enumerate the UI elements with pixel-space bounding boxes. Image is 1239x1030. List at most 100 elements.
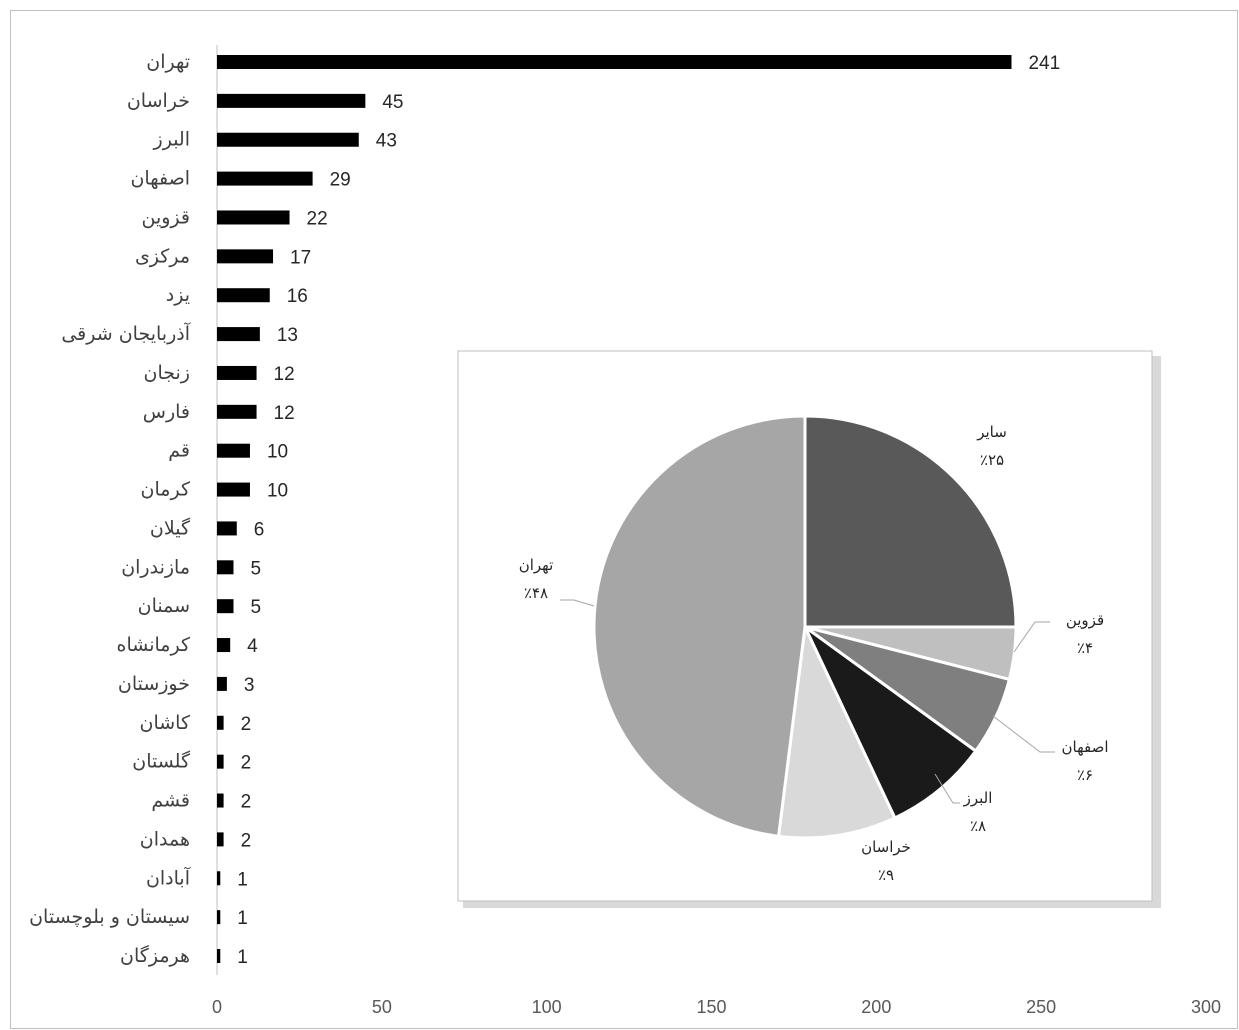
category-label: البرز: [153, 129, 190, 151]
data-label: 2: [241, 792, 252, 813]
category-label: مرکزی: [135, 245, 190, 267]
slice-percent-label: ٪۴: [1077, 639, 1093, 657]
leader-line: [934, 773, 960, 804]
data-label: 3: [244, 675, 255, 696]
bar: [217, 482, 250, 497]
category-label: گیلان: [150, 516, 191, 539]
x-tick-label: 200: [861, 997, 891, 1017]
slice-label: تهران: [519, 556, 554, 574]
category-label: قزوین: [142, 206, 191, 228]
pie-chart-panel: سایر ٪۲۵ قزوین ٪۴ اصفهان ٪۶ البرز ٪۸ خراسان ٪۹ تهر…: [457, 350, 1161, 908]
bar: [217, 521, 237, 536]
data-label: 2: [241, 753, 252, 774]
slice-label: قزوین: [1066, 611, 1104, 629]
slice-label: البرز: [963, 789, 993, 807]
bar: [217, 55, 1012, 69]
data-label: 10: [267, 442, 288, 463]
data-label: 2: [241, 830, 252, 851]
bar: [217, 210, 290, 225]
bar: [217, 560, 234, 575]
bar: [217, 443, 250, 458]
data-label: 45: [382, 92, 403, 113]
data-label: 1: [237, 869, 248, 890]
leader-line: [1013, 621, 1050, 653]
category-label: کاشان: [140, 712, 191, 734]
bar: [217, 327, 260, 342]
bar: [217, 910, 221, 925]
slice-percent-label: ٪۴۸: [524, 584, 548, 602]
data-label: 1: [237, 908, 248, 929]
pie-slice: [777, 625, 897, 840]
data-label: 5: [250, 597, 261, 618]
x-tick-label: 300: [1191, 997, 1221, 1017]
data-label: 12: [274, 403, 295, 424]
bar: [217, 949, 221, 964]
bar: [217, 93, 366, 108]
category-label: قم: [168, 440, 190, 462]
bar: [217, 171, 313, 186]
bar: [217, 676, 227, 691]
bar: [217, 638, 231, 653]
leader-line: [992, 715, 1055, 753]
data-label: 17: [290, 247, 311, 268]
leader-line: [560, 599, 595, 607]
slice-label: خراسان: [861, 838, 911, 856]
pie-slice: [592, 414, 807, 838]
category-label: قشم: [151, 790, 190, 812]
category-label: سیستان و بلوچستان: [29, 906, 190, 928]
category-label: مازندران: [121, 556, 190, 578]
category-label: سمنان: [138, 595, 190, 617]
slice-label: سایر: [976, 423, 1007, 441]
pie-slice: [803, 625, 978, 820]
x-tick-label: 50: [372, 997, 392, 1017]
bar: [217, 599, 234, 614]
slice-percent-label: ٪۸: [970, 817, 986, 835]
data-label: 12: [274, 364, 295, 385]
data-label: 10: [267, 481, 288, 502]
category-label: همدان: [140, 828, 190, 850]
data-label: 6: [254, 519, 265, 540]
category-label: خراسان: [127, 90, 190, 112]
data-label: 13: [277, 325, 298, 346]
category-label: فارس: [143, 401, 190, 423]
data-label: 16: [287, 286, 308, 307]
category-label: تهران: [146, 51, 190, 73]
data-label: 43: [376, 131, 397, 152]
bar: [217, 288, 270, 303]
bar: [217, 793, 224, 808]
category-label: گلستان: [132, 750, 191, 773]
bar: [217, 871, 221, 886]
category-label: زنجان: [144, 362, 190, 384]
slice-percent-label: ٪۲۵: [980, 451, 1004, 469]
bar: [217, 832, 224, 847]
data-label: 241: [1028, 53, 1060, 74]
pie-slice: [803, 414, 1018, 629]
x-tick-label: 100: [532, 997, 562, 1017]
slice-percent-label: ٪۶: [1077, 766, 1093, 784]
slice-percent-label: ٪۹: [878, 866, 894, 884]
x-tick-label: 0: [212, 997, 222, 1017]
bar: [217, 132, 359, 147]
data-label: 29: [330, 170, 351, 191]
data-label: 4: [247, 636, 258, 657]
data-label: 22: [307, 208, 328, 229]
category-label: آذربایجان شرقی: [61, 321, 190, 345]
data-label: 1: [237, 947, 248, 968]
category-label: کرمان: [141, 479, 191, 501]
data-label: 5: [250, 558, 261, 579]
bar: [217, 404, 257, 419]
category-label: آبادان: [146, 865, 191, 889]
data-label: 2: [241, 714, 252, 735]
bar: [217, 365, 257, 380]
bar: [217, 754, 224, 769]
category-label: کرمانشاه: [117, 634, 191, 656]
category-label: خوزستان: [118, 673, 190, 695]
x-tick-label: 250: [1026, 997, 1056, 1017]
bar: [217, 715, 224, 730]
bar: [217, 249, 274, 264]
category-label: یزد: [166, 284, 190, 306]
category-label: اصفهان: [130, 168, 190, 190]
chart-frame: [10, 10, 1238, 1029]
